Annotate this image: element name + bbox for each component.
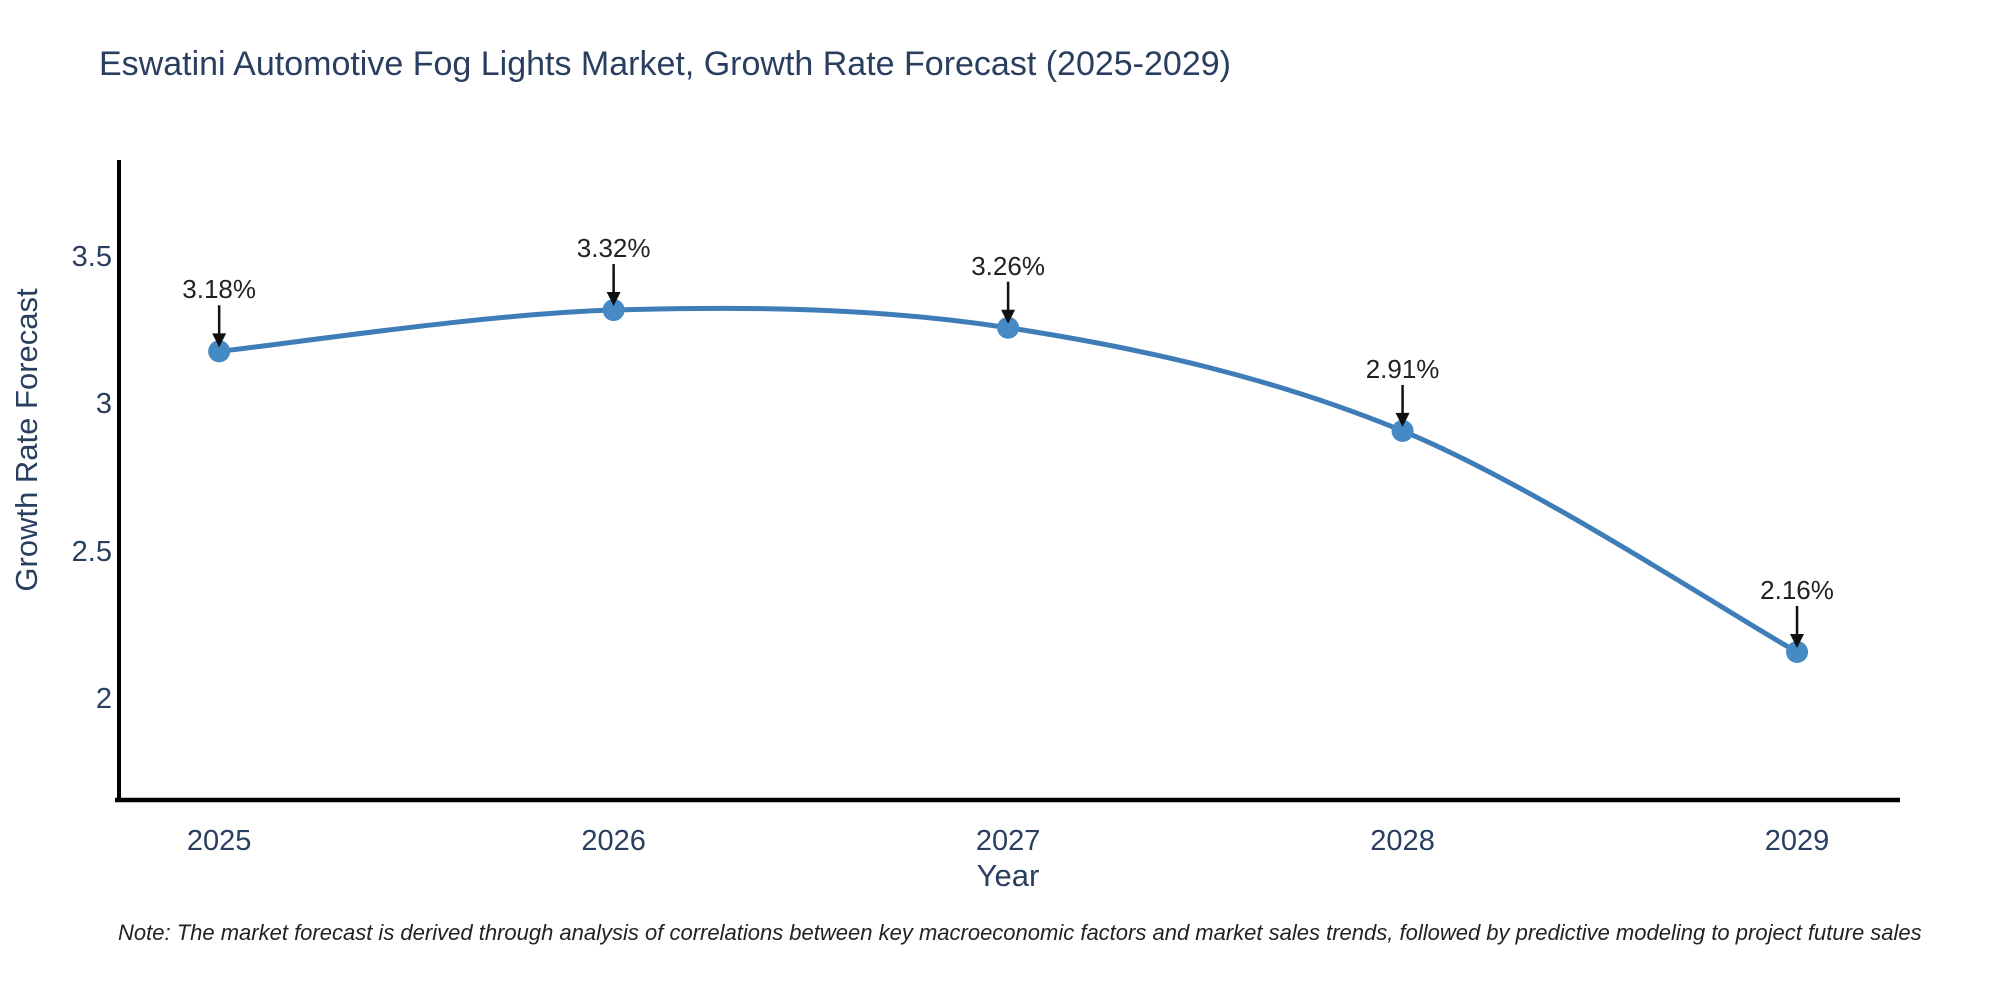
chart-title: Eswatini Automotive Fog Lights Market, G…: [99, 45, 1231, 83]
data-point-marker: [1786, 641, 1809, 664]
data-point-marker: [208, 340, 231, 363]
data-point-marker: [602, 299, 625, 322]
y-axis-title: Growth Rate Forecast: [9, 288, 44, 592]
trend-line: [218, 305, 1799, 655]
data-point-marker: [997, 316, 1020, 339]
annotation-arrowhead: [1395, 412, 1410, 427]
annotation-arrowhead: [212, 333, 227, 348]
annotation-arrowhead: [1790, 634, 1805, 649]
x-axis-title: Year: [976, 858, 1040, 893]
annotation-arrowhead: [1001, 309, 1016, 324]
annotation-arrowhead: [606, 292, 621, 307]
footnote: Note: The market forecast is derived thr…: [118, 920, 1922, 945]
data-point-marker: [1391, 419, 1414, 442]
